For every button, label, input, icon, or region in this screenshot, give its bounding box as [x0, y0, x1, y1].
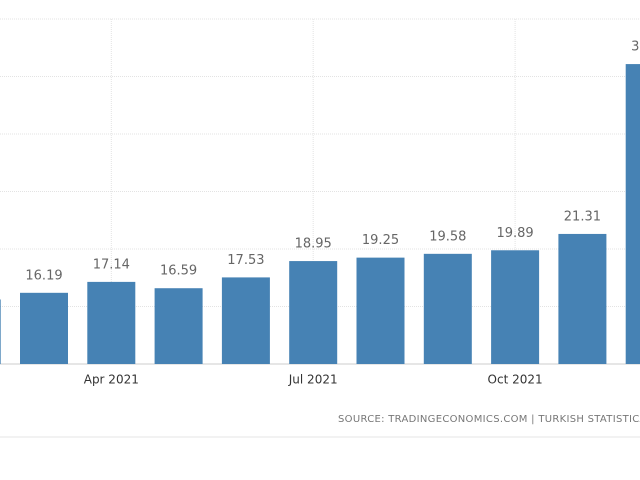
- bar: [0, 299, 1, 364]
- value-label: 17.53: [227, 253, 264, 268]
- bar: [423, 253, 472, 364]
- value-label: 16.19: [25, 268, 62, 283]
- value-label: 19.89: [496, 226, 533, 241]
- bar: [558, 233, 607, 364]
- bar: [625, 64, 640, 364]
- x-tick-label: Oct 2021: [488, 373, 543, 387]
- value-label: 16.59: [160, 264, 197, 279]
- bar: [356, 257, 405, 364]
- bar: [154, 288, 203, 364]
- value-label: 18.95: [295, 237, 332, 252]
- bar: [289, 261, 338, 364]
- x-tick-label: Apr 2021: [84, 373, 139, 387]
- value-label: 17.14: [93, 257, 130, 272]
- bar: [491, 250, 540, 364]
- source: SOURCE: TRADINGECONOMICS.COM | TURKISH S…: [338, 414, 640, 425]
- bar: [87, 281, 136, 364]
- bar: [221, 277, 270, 364]
- bar: [20, 292, 68, 364]
- x-tick-label: Jul 2021: [288, 373, 338, 387]
- value-label: 19.58: [429, 229, 466, 244]
- value-label: 21.31: [564, 209, 601, 224]
- value-label: 19.25: [362, 233, 399, 248]
- value-label: 36.08: [631, 40, 640, 55]
